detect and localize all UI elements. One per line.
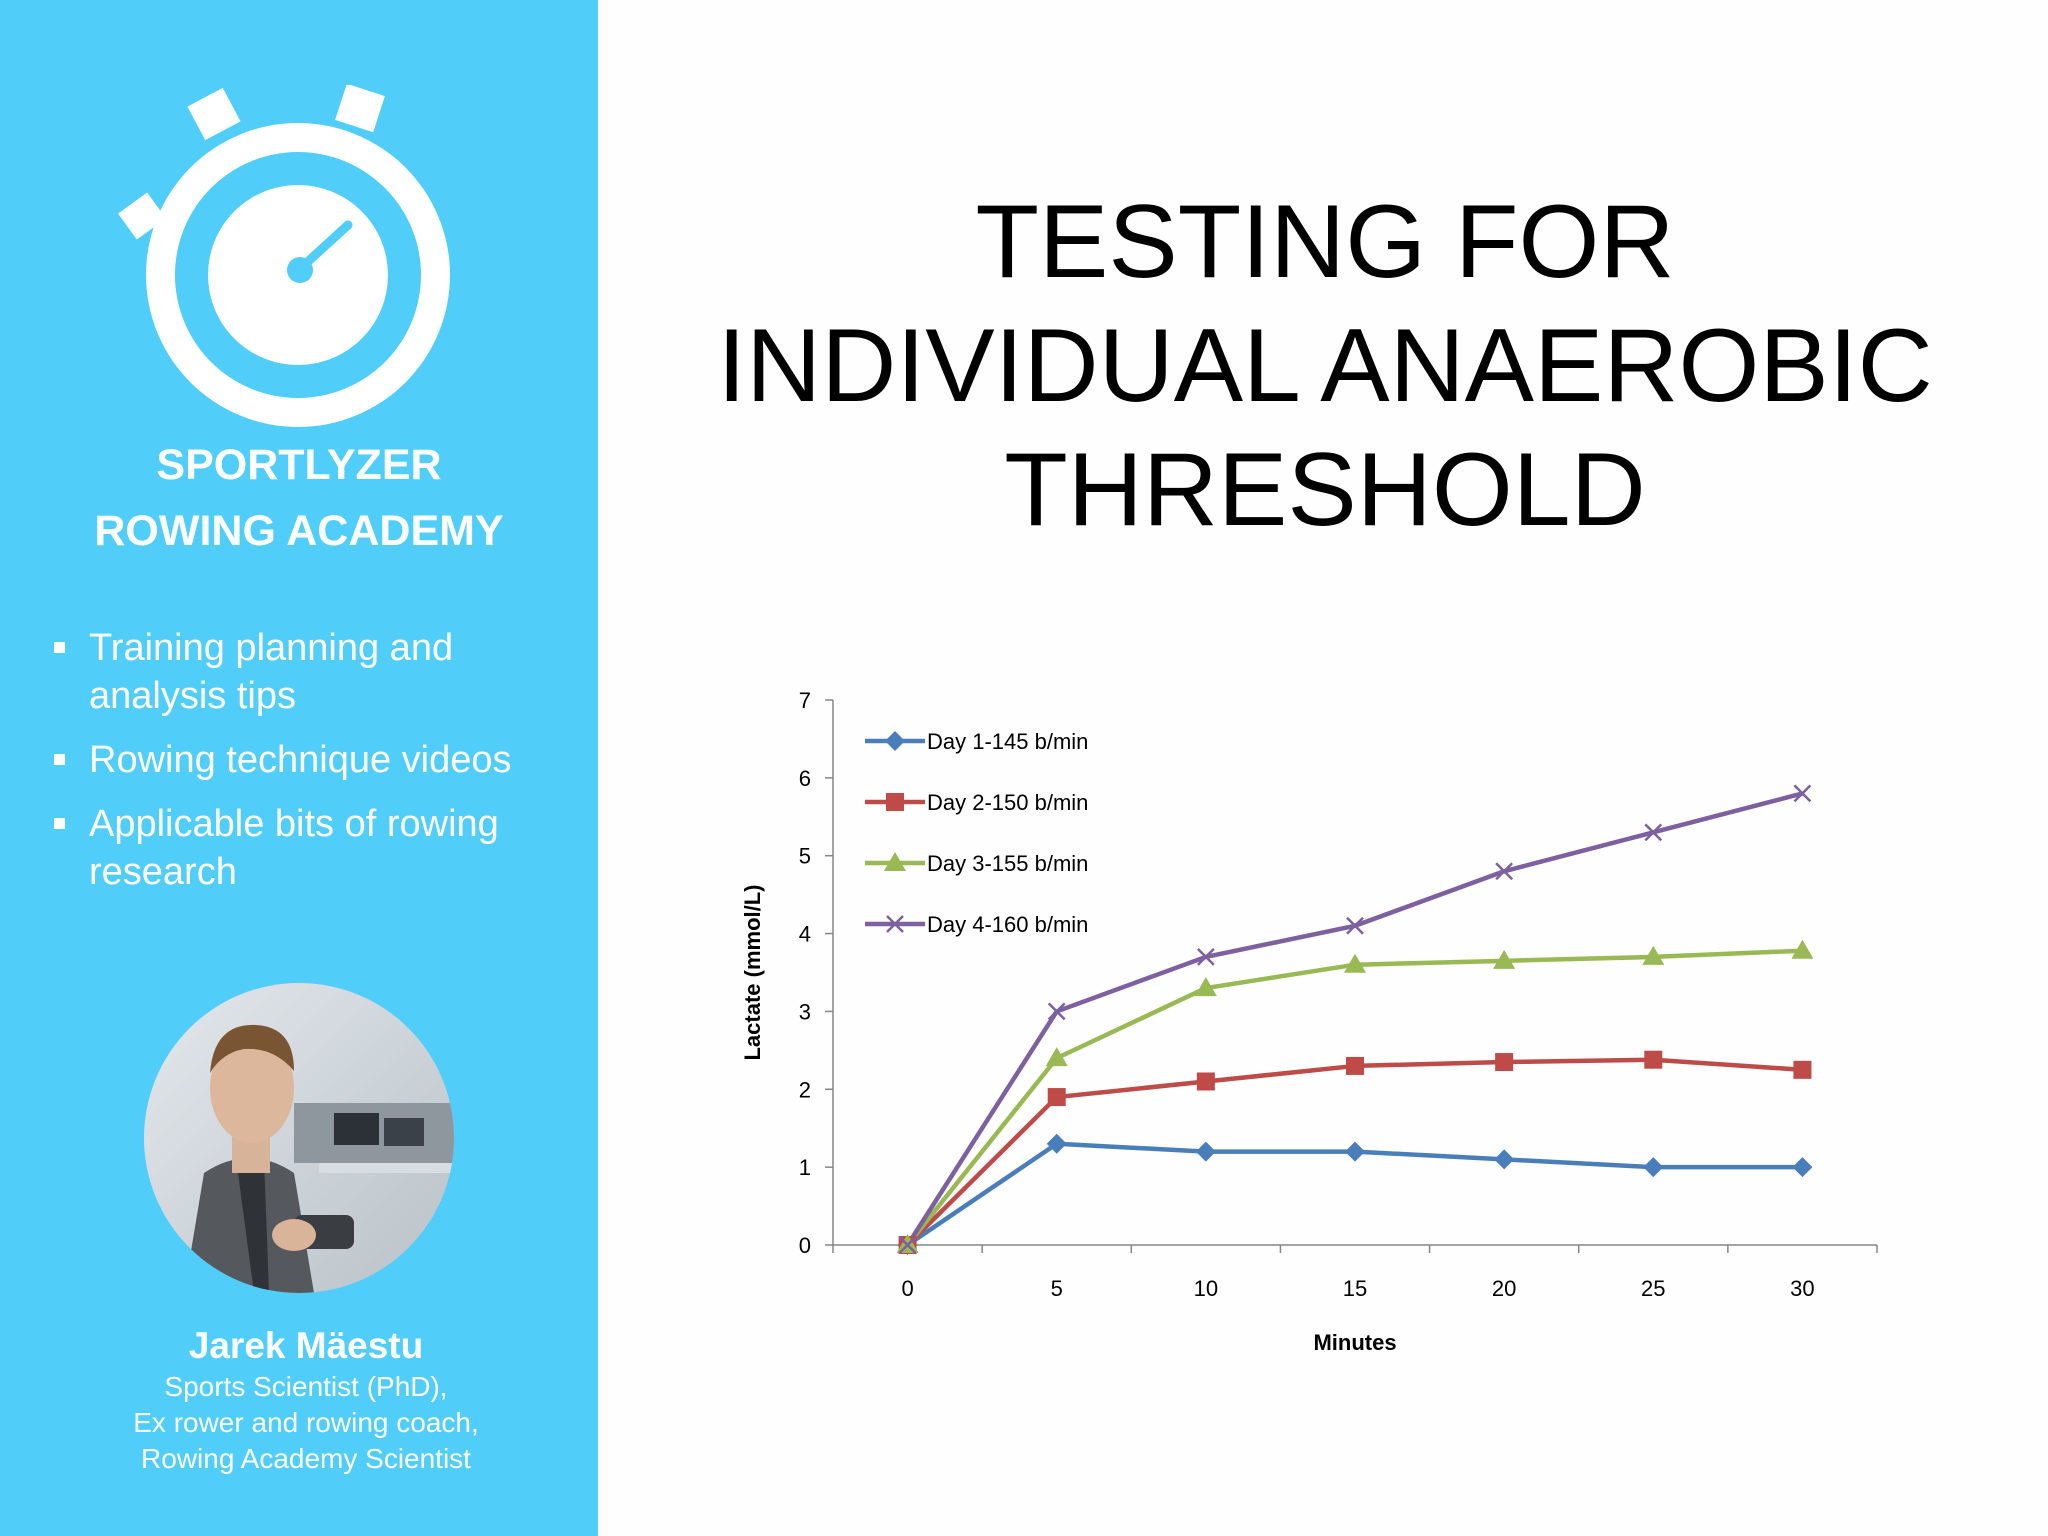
stopwatch-icon [118, 85, 450, 427]
author-role: Sports Scientist (PhD), [164, 1371, 448, 1402]
data-point [1194, 977, 1217, 997]
brand-subtitle: ROWING ACADEMY [94, 507, 504, 555]
author-name: Jarek Mäestu [188, 1325, 424, 1366]
y-tick-label: 2 [799, 1077, 811, 1102]
data-point [1046, 1133, 1067, 1154]
x-tick-label: 15 [1343, 1276, 1367, 1301]
data-point [1644, 1050, 1663, 1069]
data-point [1793, 1060, 1812, 1079]
x-tick-label: 0 [901, 1276, 913, 1301]
data-point [1642, 945, 1665, 965]
y-tick-label: 6 [799, 766, 811, 791]
data-point [1495, 1053, 1514, 1072]
data-point [1792, 1157, 1813, 1178]
author-role: Ex rower and rowing coach, [133, 1407, 479, 1438]
data-point [1791, 939, 1814, 959]
title-line: TESTING FOR [975, 184, 1675, 300]
y-tick-label: 3 [799, 999, 811, 1024]
data-point [1346, 1056, 1364, 1075]
data-point [1344, 953, 1366, 973]
brand-name: SPORTLYZER [156, 441, 442, 489]
y-tick-label: 1 [799, 1155, 811, 1180]
avatar [144, 983, 454, 1293]
data-point [1346, 916, 1364, 935]
feature-list: Training planning and analysis tips Rowi… [52, 624, 572, 912]
legend-marker [886, 793, 904, 811]
legend-label: Day 4-160 b/min [927, 912, 1088, 937]
x-tick-label: 10 [1194, 1276, 1218, 1301]
data-point [1494, 1149, 1515, 1170]
y-tick-label: 7 [799, 688, 811, 713]
legend-marker [885, 731, 905, 751]
data-point [1495, 862, 1514, 881]
x-tick-label: 5 [1051, 1276, 1063, 1301]
data-point [1047, 1002, 1066, 1021]
data-point [1196, 1072, 1215, 1091]
x-tick-label: 25 [1641, 1276, 1665, 1301]
data-point [1196, 948, 1215, 966]
slide-title: TESTING FOR INDIVIDUAL ANAEROBIC THRESHO… [640, 180, 2010, 552]
data-point [898, 1236, 917, 1254]
bullet-icon [54, 642, 65, 653]
author-role: Rowing Academy Scientist [141, 1443, 471, 1474]
legend-label: Day 3-155 b/min [927, 851, 1088, 876]
lactate-chart: 0 1 2 3 4 5 6 7 0 5 10 15 20 25 30 Minutes Lactate (mmol… [740, 688, 1878, 1355]
legend-label: Day 2-150 b/min [927, 790, 1088, 815]
sidebar: SPORTLYZER ROWING ACADEMY Training plann… [0, 0, 598, 1536]
data-point [1195, 1141, 1216, 1162]
feature-item: Applicable bits of rowing research [52, 800, 572, 896]
feature-text: Training planning and analysis tips [89, 627, 454, 717]
legend-marker [886, 915, 904, 933]
x-tick-label: 30 [1790, 1276, 1814, 1301]
legend-marker [884, 852, 906, 871]
feature-text: Applicable bits of rowing research [89, 803, 499, 893]
title-line: THRESHOLD [1004, 432, 1646, 548]
y-tick-label: 0 [799, 1233, 811, 1258]
title-line: INDIVIDUAL ANAEROBIC [717, 308, 1933, 424]
data-point [1644, 823, 1663, 842]
legend-label: Day 1-145 b/min [927, 729, 1088, 754]
series-line [905, 948, 1803, 1247]
x-axis-title: Minutes [1313, 1330, 1396, 1355]
data-point [1643, 1157, 1664, 1178]
bullet-icon [54, 818, 65, 829]
data-point [1493, 949, 1516, 969]
data-point [1345, 1141, 1365, 1162]
feature-item: Training planning and analysis tips [52, 624, 572, 720]
data-point [1045, 1047, 1068, 1067]
feature-text: Rowing technique videos [89, 739, 512, 781]
x-tick-label: 20 [1492, 1276, 1516, 1301]
data-point [1047, 1088, 1066, 1107]
bullet-icon [54, 754, 65, 765]
y-tick-label: 4 [799, 922, 811, 947]
data-point [1793, 784, 1812, 803]
feature-item: Rowing technique videos [52, 736, 572, 784]
y-tick-label: 5 [799, 844, 811, 869]
y-axis-title: Lactate (mmol/L) [740, 884, 765, 1060]
